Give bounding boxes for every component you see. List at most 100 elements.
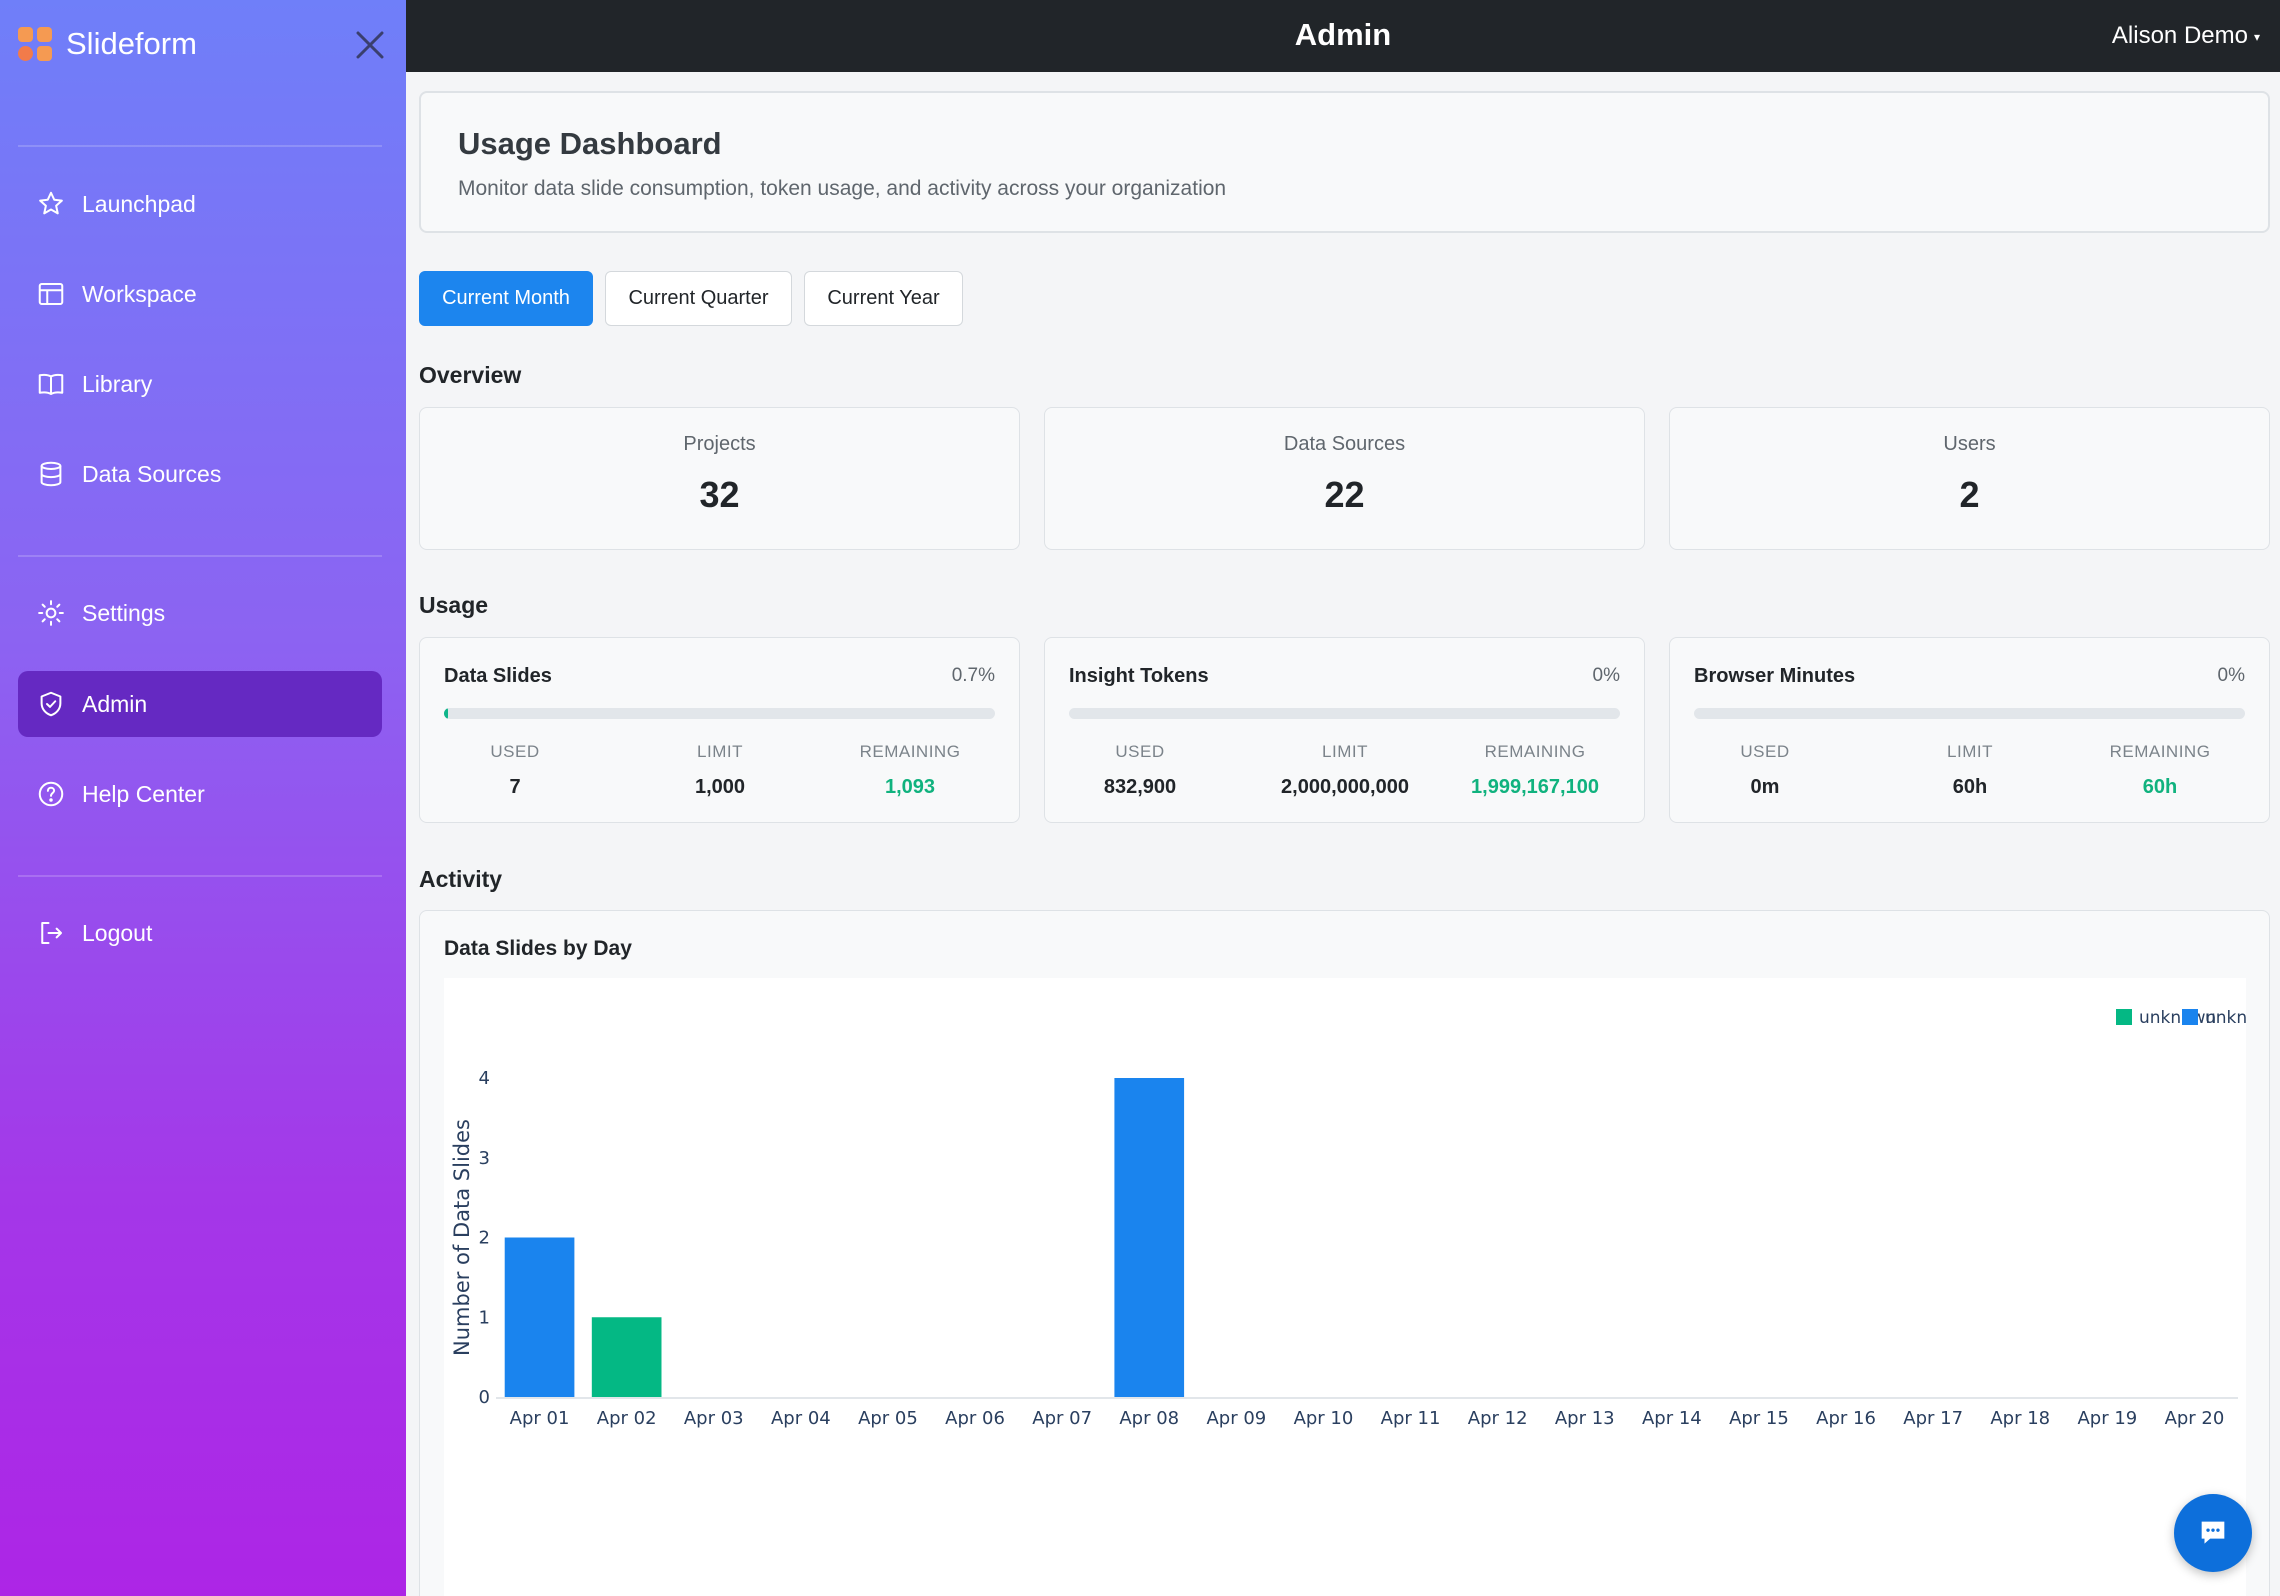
stat-value: 2 — [1959, 474, 1980, 515]
usage-limit: LIMIT 60h — [1875, 742, 2065, 799]
bar — [591, 1317, 662, 1397]
x-tick-label: Apr 15 — [1729, 1408, 1789, 1429]
usage-remaining-value: 1,093 — [884, 776, 936, 798]
usage-remaining: REMAINING 60h — [2065, 742, 2255, 799]
y-tick-label: 0 — [479, 1387, 490, 1408]
activity-chart-card: Data Slides by Day 0 1 2 3 4 Number of Data S… — [419, 910, 2280, 1596]
user-menu[interactable]: Alison Demo ▾ — [2112, 22, 2260, 50]
help-circle-icon — [38, 781, 64, 807]
chart-title: Data Slides by Day — [444, 937, 632, 960]
sidebar-item-label: Workspace — [82, 280, 197, 307]
sidebar-item-label: Settings — [82, 599, 166, 626]
usage-limit-value: 60h — [1952, 776, 1988, 798]
usage-progress-bar — [444, 708, 995, 719]
sidebar-item-help-center[interactable]: Help Center — [18, 761, 382, 827]
current-quarter-button[interactable]: Current Quarter — [605, 271, 792, 326]
x-tick-label: Apr 17 — [1903, 1408, 1963, 1429]
sidebar-item-workspace[interactable]: Workspace — [18, 261, 382, 327]
usage-percent: 0% — [1592, 665, 1620, 686]
sidebar-item-launchpad[interactable]: Launchpad — [18, 171, 382, 237]
user-name: Alison Demo — [2111, 22, 2248, 49]
legend-swatch — [2182, 1009, 2198, 1025]
x-tick-label: Apr 11 — [1381, 1408, 1441, 1429]
sidebar-divider — [18, 145, 382, 147]
caret-down-icon: ▾ — [2253, 29, 2260, 44]
stat-card-projects: Projects 32 — [419, 407, 1020, 550]
usage-used-value: 832,900 — [1103, 776, 1177, 798]
chart-plot-area: 0 1 2 3 4 Number of Data Slides Apr 01 Apr 02 Ap… — [444, 978, 2280, 1596]
x-tick-label: Apr 19 — [2077, 1408, 2137, 1429]
usage-percent: 0.7% — [951, 665, 995, 686]
sidebar-item-label: Logout — [82, 919, 153, 946]
chat-button[interactable] — [2174, 1494, 2252, 1572]
usage-card-browser-minutes: Browser Minutes 0% USED 0m LIMIT 60h REMAI… — [1669, 637, 2270, 823]
slideform-logo-icon — [18, 27, 52, 61]
usage-limit: LIMIT 1,000 — [625, 742, 815, 799]
sidebar: Slideform Launchpad Workspace Library Da… — [0, 0, 406, 1596]
sidebar-divider — [18, 875, 382, 877]
sidebar-item-settings[interactable]: Settings — [18, 580, 382, 646]
usage-used: USED 7 — [420, 742, 610, 799]
book-icon — [38, 373, 64, 395]
stat-value: 22 — [1324, 474, 1365, 515]
gear-icon — [38, 600, 64, 626]
current-month-button[interactable]: Current Month — [419, 271, 593, 326]
x-tick-label: Apr 07 — [1032, 1408, 1092, 1429]
dashboard-title: Usage Dashboard — [458, 126, 722, 161]
usage-title: Data Slides — [444, 665, 552, 687]
usage-title: Insight Tokens — [1069, 665, 1209, 687]
usage-col-label: USED — [1115, 742, 1165, 761]
x-tick-label: Apr 01 — [510, 1408, 570, 1429]
x-tick-label: Apr 06 — [945, 1408, 1005, 1429]
usage-progress-fill — [444, 708, 448, 719]
usage-col-label: REMAINING — [1484, 742, 1586, 761]
close-sidebar-button[interactable] — [352, 27, 388, 63]
x-tick-label: Apr 10 — [1294, 1408, 1354, 1429]
close-icon — [356, 31, 384, 59]
sidebar-item-admin[interactable]: Admin — [18, 671, 382, 737]
usage-remaining-value: 1,999,167,100 — [1471, 776, 1599, 798]
topbar: Admin Alison Demo ▾ — [406, 0, 2280, 72]
sidebar-item-data-sources[interactable]: Data Sources — [18, 441, 382, 507]
usage-percent: 0% — [2217, 665, 2245, 686]
layout-icon — [38, 283, 64, 305]
overview-heading: Overview — [419, 362, 522, 388]
usage-limit-value: 1,000 — [694, 776, 746, 798]
y-tick-label: 3 — [479, 1148, 490, 1169]
usage-used-value: 7 — [509, 776, 521, 798]
usage-col-label: LIMIT — [697, 742, 743, 761]
data-slides-by-day-chart: 0 1 2 3 4 Number of Data Slides Apr 01 Apr 02 Ap… — [450, 1008, 2280, 1429]
y-tick-label: 4 — [479, 1068, 490, 1089]
usage-used-value: 0m — [1750, 776, 1780, 798]
stat-card-users: Users 2 — [1669, 407, 2270, 550]
legend-swatch — [2116, 1009, 2132, 1025]
sidebar-item-logout[interactable]: Logout — [18, 900, 382, 966]
usage-used: USED 0m — [1670, 742, 1860, 799]
stat-label: Projects — [683, 433, 756, 455]
usage-progress-bar — [1069, 708, 1620, 719]
current-year-button[interactable]: Current Year — [804, 271, 963, 326]
usage-col-label: USED — [490, 742, 540, 761]
logout-icon — [41, 922, 62, 944]
stat-value: 32 — [699, 474, 740, 515]
sidebar-item-library[interactable]: Library — [18, 351, 382, 417]
x-tick-label: Apr 13 — [1555, 1408, 1615, 1429]
x-tick-label: Apr 02 — [597, 1408, 657, 1429]
sidebar-item-label: Data Sources — [82, 460, 222, 487]
usage-col-label: USED — [1740, 742, 1790, 761]
usage-col-label: REMAINING — [859, 742, 961, 761]
usage-remaining: REMAINING 1,999,167,100 — [1440, 742, 1630, 799]
brand[interactable]: Slideform — [18, 26, 197, 62]
usage-heading: Usage — [419, 592, 489, 618]
usage-card-insight-tokens: Insight Tokens 0% USED 832,900 LIMIT 2,000… — [1044, 637, 1645, 823]
usage-remaining: REMAINING 1,093 — [815, 742, 1005, 799]
legend-label: unknown — [2205, 1008, 2246, 1028]
y-tick-label: 2 — [479, 1228, 490, 1249]
dashboard-header: Usage Dashboard Monitor data slide consu… — [419, 91, 2270, 233]
sidebar-item-label: Launchpad — [82, 190, 196, 217]
x-tick-label: Apr 04 — [771, 1408, 831, 1429]
usage-col-label: LIMIT — [1947, 742, 1993, 761]
usage-card-data-slides: Data Slides 0.7% USED 7 LIMIT 1,000 REMAIN… — [419, 637, 1020, 823]
usage-remaining-value: 60h — [2142, 776, 2178, 798]
x-tick-label: Apr 18 — [1990, 1408, 2050, 1429]
